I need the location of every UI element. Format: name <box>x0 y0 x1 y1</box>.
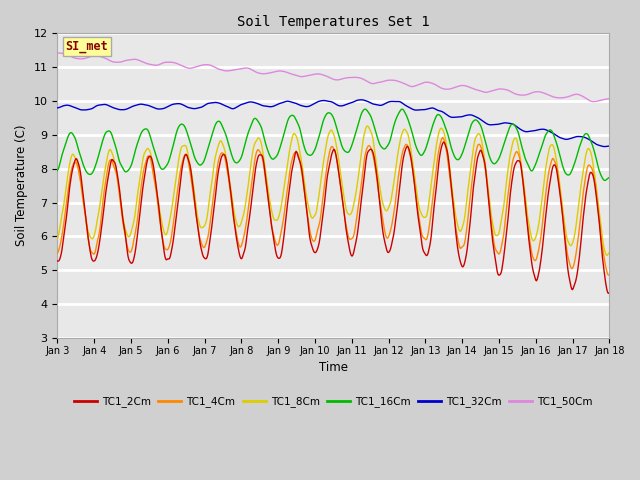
TC1_32Cm <box>120 107 128 112</box>
TC1_32Cm <box>54 105 61 111</box>
Line: TC1_2Cm: TC1_2Cm <box>58 142 609 293</box>
TC1_8Cm <box>604 252 611 258</box>
TC1_8Cm <box>63 176 71 181</box>
TC1_16Cm <box>120 168 128 173</box>
TC1_2Cm <box>54 258 61 264</box>
TC1_2Cm <box>63 206 71 212</box>
TC1_2Cm <box>440 139 447 145</box>
TC1_4Cm <box>401 144 408 150</box>
TC1_50Cm <box>589 99 597 105</box>
TC1_16Cm <box>601 178 609 183</box>
TC1_16Cm <box>177 122 184 128</box>
TC1_8Cm <box>120 222 128 228</box>
Title: Soil Temperatures Set 1: Soil Temperatures Set 1 <box>237 15 429 29</box>
TC1_16Cm <box>401 110 409 116</box>
TC1_4Cm <box>439 135 447 141</box>
TC1_16Cm <box>63 135 71 141</box>
TC1_16Cm <box>362 106 369 112</box>
TC1_16Cm <box>605 175 613 180</box>
TC1_16Cm <box>417 153 425 158</box>
TC1_50Cm <box>54 50 61 56</box>
Y-axis label: Soil Temperature (C): Soil Temperature (C) <box>15 125 28 246</box>
TC1_2Cm <box>401 151 408 156</box>
TC1_50Cm <box>205 62 213 68</box>
TC1_2Cm <box>605 290 612 296</box>
TC1_50Cm <box>417 81 424 87</box>
TC1_4Cm <box>605 272 612 278</box>
TC1_4Cm <box>54 250 61 256</box>
TC1_16Cm <box>54 168 61 173</box>
TC1_8Cm <box>54 236 61 242</box>
TC1_32Cm <box>401 102 409 108</box>
TC1_2Cm <box>120 225 128 230</box>
TC1_4Cm <box>177 168 184 174</box>
TC1_16Cm <box>205 141 213 146</box>
TC1_32Cm <box>601 144 609 149</box>
Line: TC1_32Cm: TC1_32Cm <box>58 100 609 146</box>
TC1_32Cm <box>605 143 613 149</box>
TC1_2Cm <box>605 290 613 296</box>
Line: TC1_16Cm: TC1_16Cm <box>58 109 609 180</box>
TC1_8Cm <box>177 149 184 155</box>
TC1_4Cm <box>63 193 71 199</box>
TC1_50Cm <box>605 96 613 102</box>
Line: TC1_4Cm: TC1_4Cm <box>58 138 609 275</box>
TC1_50Cm <box>120 58 128 64</box>
TC1_50Cm <box>63 52 71 58</box>
X-axis label: Time: Time <box>319 361 348 374</box>
TC1_2Cm <box>205 241 213 247</box>
TC1_32Cm <box>358 97 365 103</box>
TC1_8Cm <box>401 127 409 132</box>
Line: TC1_50Cm: TC1_50Cm <box>58 53 609 102</box>
TC1_4Cm <box>205 225 213 231</box>
TC1_8Cm <box>364 123 371 129</box>
TC1_2Cm <box>417 230 424 236</box>
TC1_4Cm <box>120 227 128 233</box>
TC1_4Cm <box>605 272 613 277</box>
TC1_8Cm <box>205 196 213 202</box>
TC1_50Cm <box>401 81 408 86</box>
TC1_32Cm <box>63 102 71 108</box>
Legend: TC1_2Cm, TC1_4Cm, TC1_8Cm, TC1_16Cm, TC1_32Cm, TC1_50Cm: TC1_2Cm, TC1_4Cm, TC1_8Cm, TC1_16Cm, TC1… <box>70 392 597 411</box>
TC1_32Cm <box>417 107 425 113</box>
TC1_32Cm <box>177 101 184 107</box>
TC1_32Cm <box>205 100 213 106</box>
TC1_4Cm <box>417 224 424 230</box>
Text: SI_met: SI_met <box>66 40 108 53</box>
Line: TC1_8Cm: TC1_8Cm <box>58 126 609 255</box>
TC1_50Cm <box>177 62 184 68</box>
TC1_8Cm <box>417 211 425 216</box>
TC1_8Cm <box>605 250 613 255</box>
TC1_2Cm <box>177 180 184 186</box>
